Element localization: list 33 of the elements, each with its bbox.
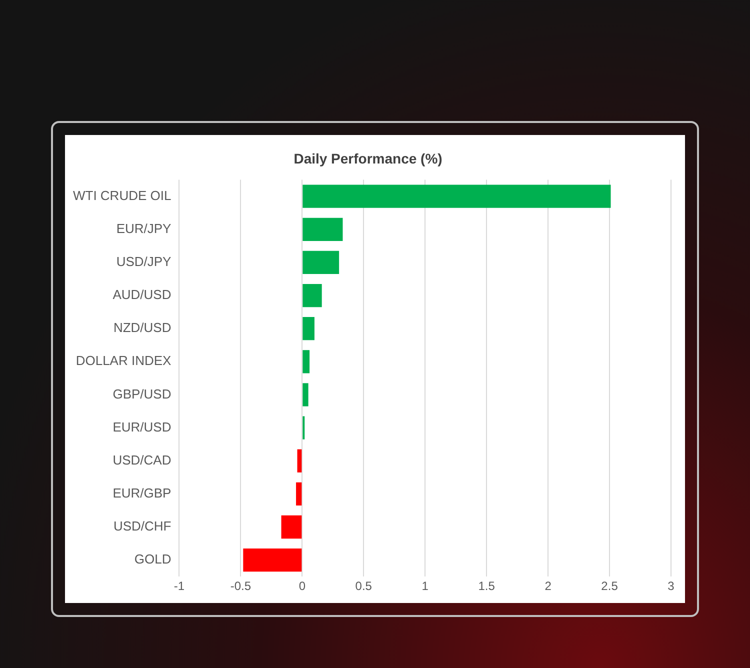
bar — [243, 548, 302, 572]
bar — [302, 218, 343, 241]
y-tick-label: DOLLAR INDEX — [76, 353, 172, 368]
chart-title: Daily Performance (%) — [294, 150, 442, 166]
x-tick-label: 1 — [422, 579, 429, 594]
bar — [302, 184, 611, 208]
y-tick-label: GOLD — [134, 552, 172, 567]
y-tick-label: USD/CHF — [113, 518, 172, 534]
bar — [302, 350, 310, 374]
y-tick-label: USD/JPY — [116, 254, 172, 270]
y-tick-label: EUR/JPY — [116, 220, 172, 236]
y-tick-label: AUD/USD — [112, 287, 172, 302]
bar — [302, 284, 322, 308]
x-tick-label: 2 — [544, 579, 552, 594]
bar — [281, 515, 302, 539]
bar — [296, 482, 302, 506]
bar — [302, 317, 314, 340]
x-tick-label: 3 — [668, 579, 675, 594]
x-tick-label: 1.5 — [478, 579, 496, 594]
y-tick-label: NZD/USD — [113, 320, 172, 336]
x-tick-label: -0.5 — [230, 579, 252, 594]
y-tick-label: WTI CRUDE OIL — [72, 188, 172, 203]
y-tick-label: EUR/GBP — [112, 486, 172, 501]
y-tick-label: GBP/USD — [112, 386, 172, 402]
x-tick-label: 0 — [298, 579, 306, 594]
y-tick-label: USD/CAD — [112, 452, 172, 468]
bar — [302, 383, 308, 406]
bar — [302, 250, 340, 274]
y-tick-label: EUR/USD — [112, 419, 172, 434]
x-tick-label: 2.5 — [601, 579, 618, 594]
bar — [297, 449, 302, 472]
x-tick-label: -1 — [174, 579, 185, 594]
x-tick-label: 0.5 — [355, 579, 372, 594]
